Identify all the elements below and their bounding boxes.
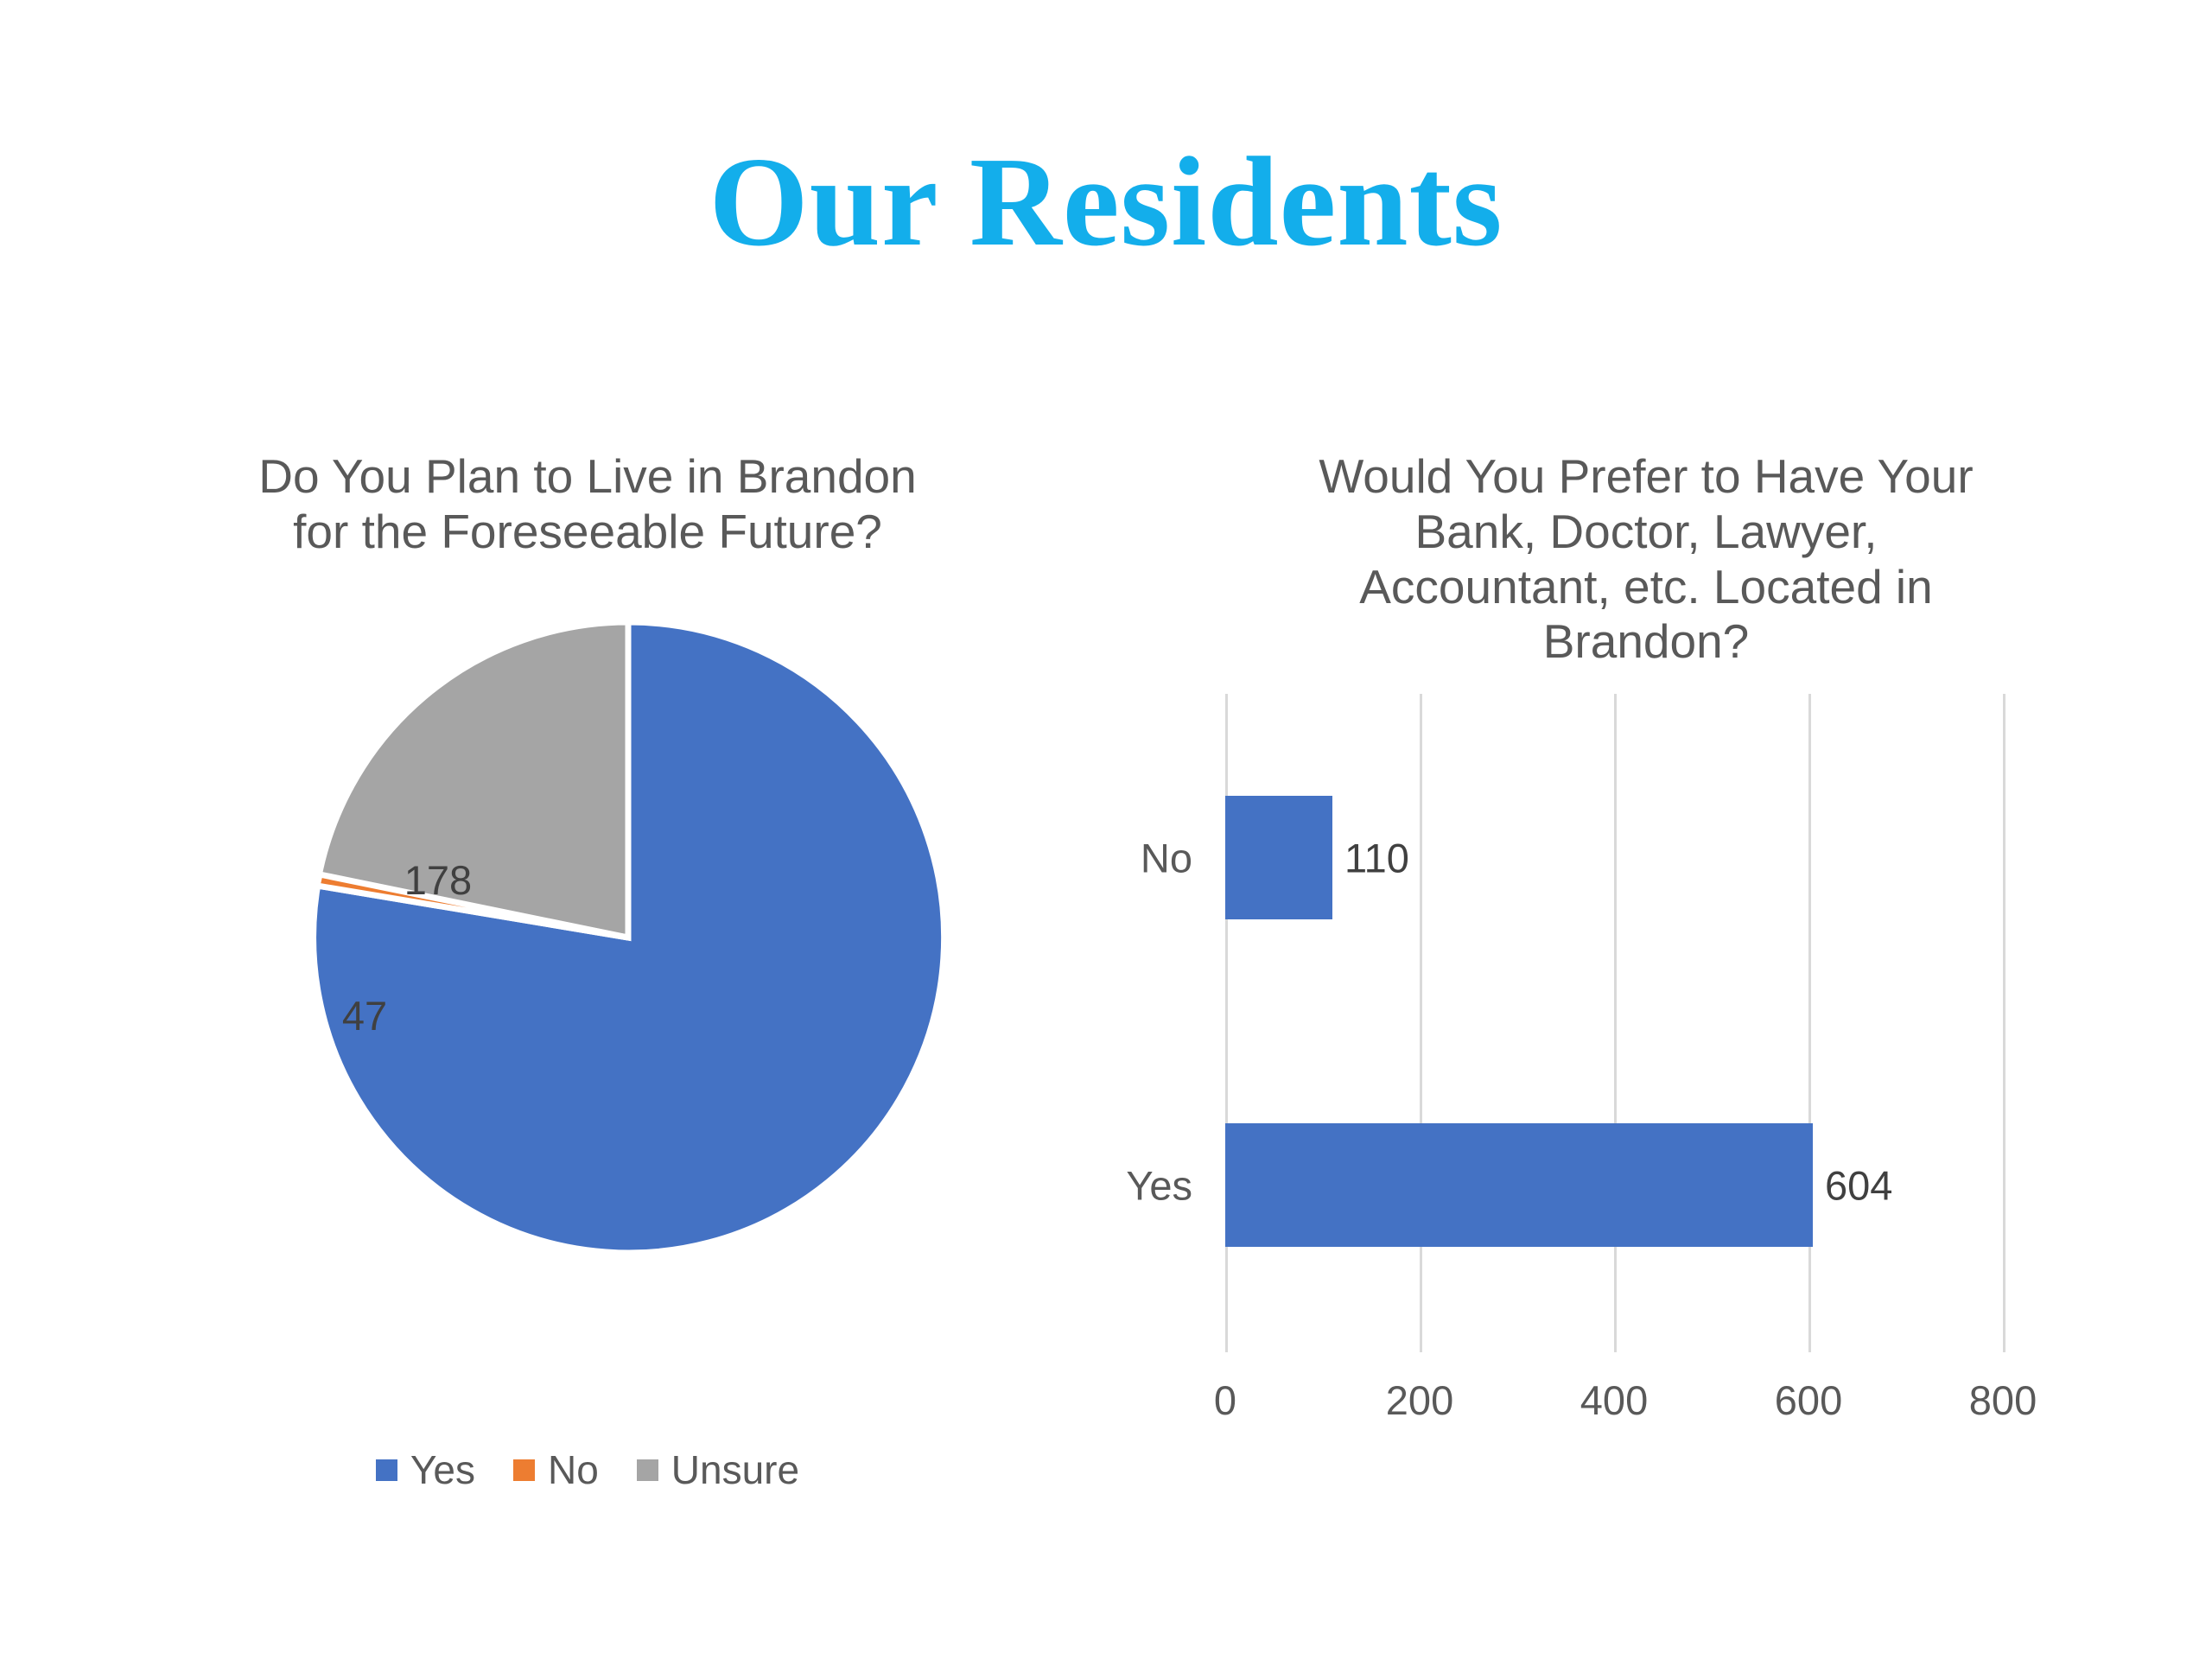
xtick-label-0: 0 xyxy=(1213,1377,1237,1424)
bar-chart-title-line-1: Would You Prefer to Have Your xyxy=(1319,449,1974,503)
legend-swatch-yes-icon xyxy=(375,1459,397,1481)
legend-swatch-unsure-icon xyxy=(636,1459,658,1481)
pie-chart-figure: 576 178 47 xyxy=(147,579,1028,1296)
bar-value-yes: 604 xyxy=(1825,1162,1893,1209)
legend-item-no[interactable]: No xyxy=(512,1447,599,1492)
pie-chart-legend: Yes No Unsure xyxy=(147,1450,1028,1490)
bar-chart-figure: No 110 Yes 604 0 200 400 600 800 xyxy=(1126,678,2143,1423)
bar-row-yes: Yes 604 xyxy=(1126,1123,2003,1248)
gridline-0 xyxy=(1225,694,1228,1353)
pie-data-label-no: 47 xyxy=(342,993,387,1039)
gridline-600 xyxy=(1808,694,1811,1353)
pie-chart-svg: 576 178 47 xyxy=(310,619,948,1256)
pie-slice-no[interactable] xyxy=(313,870,629,941)
bar-row-no: No 110 xyxy=(1141,796,2003,920)
bar-chart-panel: Would You Prefer to Have Your Bank, Doct… xyxy=(1126,449,2143,1573)
page-title: Our Residents xyxy=(709,131,1503,273)
xtick-label-200: 200 xyxy=(1385,1377,1454,1424)
bar-value-no: 110 xyxy=(1344,835,1409,881)
pie-slice-unsure[interactable] xyxy=(313,619,632,941)
category-label-yes: Yes xyxy=(1126,1162,1192,1209)
bar-no[interactable] xyxy=(1225,796,1332,920)
bar-chart-title-line-2: Bank, Doctor, Lawyer, xyxy=(1414,504,1878,558)
legend-label-yes: Yes xyxy=(410,1447,475,1492)
pie-chart-title-line-2: for the Foreseeable Future? xyxy=(293,504,882,558)
gridline-400 xyxy=(1614,694,1617,1353)
legend-item-yes[interactable]: Yes xyxy=(375,1447,475,1492)
legend-label-no: No xyxy=(547,1447,599,1492)
xtick-label-600: 600 xyxy=(1774,1377,1843,1424)
category-label-no: No xyxy=(1140,835,1192,881)
bar-chart-title: Would You Prefer to Have Your Bank, Doct… xyxy=(1149,449,2143,670)
legend-label-unsure: Unsure xyxy=(671,1447,800,1492)
pie-chart-panel: Do You Plan to Live in Brandon for the F… xyxy=(147,449,1028,1573)
gridline-200 xyxy=(1420,694,1422,1353)
pie-data-label-unsure: 178 xyxy=(404,857,472,903)
pie-data-label-yes: 576 xyxy=(779,1207,846,1253)
pie-chart-title: Do You Plan to Live in Brandon for the F… xyxy=(147,449,1028,560)
bar-yes[interactable] xyxy=(1225,1123,1813,1248)
bar-chart-plot-area: No 110 Yes 604 0 200 400 600 800 xyxy=(1126,694,2037,1423)
legend-item-unsure[interactable]: Unsure xyxy=(636,1447,800,1492)
pie-chart-title-line-1: Do You Plan to Live in Brandon xyxy=(258,449,917,503)
bar-chart-title-line-4: Brandon? xyxy=(1542,614,1750,669)
gridline-800 xyxy=(2003,694,2005,1353)
legend-swatch-no-icon xyxy=(512,1459,535,1481)
xtick-label-800: 800 xyxy=(1968,1377,2037,1424)
xtick-label-400: 400 xyxy=(1580,1377,1649,1424)
bar-chart-title-line-3: Accountant, etc. Located in xyxy=(1359,559,1933,613)
